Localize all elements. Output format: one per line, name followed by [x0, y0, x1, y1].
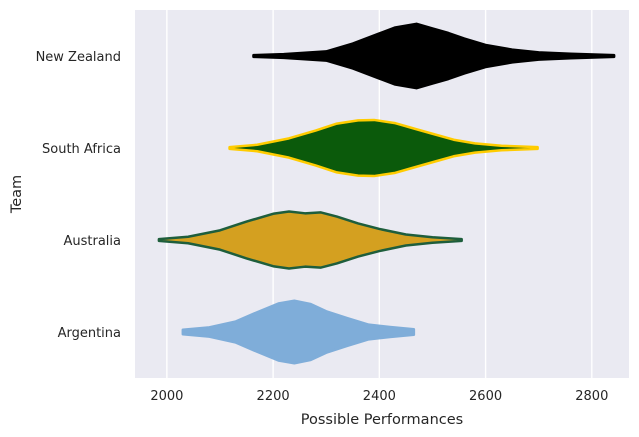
y-tick-labels: New Zealand South Africa Australia Argentin… [36, 50, 121, 341]
x-tick-label: 2000 [150, 389, 183, 404]
x-tick-label: 2600 [469, 389, 502, 404]
x-tick-labels: 2000 2200 2400 2600 2800 [150, 389, 608, 404]
violin-south-africa [228, 118, 539, 178]
y-tick-label: Argentina [58, 326, 121, 341]
x-tick-label: 2400 [363, 389, 396, 404]
violin-new-zealand [252, 22, 616, 90]
violin-australia [157, 210, 463, 270]
x-tick-label: 2800 [575, 389, 608, 404]
violin-argentina [181, 299, 416, 365]
y-tick-label: New Zealand [36, 50, 121, 65]
y-axis-title: Team [9, 175, 25, 214]
x-axis-title: Possible Performances [301, 412, 463, 428]
y-tick-label: Australia [63, 234, 121, 249]
x-tick-label: 2200 [257, 389, 290, 404]
violins [157, 22, 616, 365]
y-tick-label: South Africa [42, 142, 121, 157]
